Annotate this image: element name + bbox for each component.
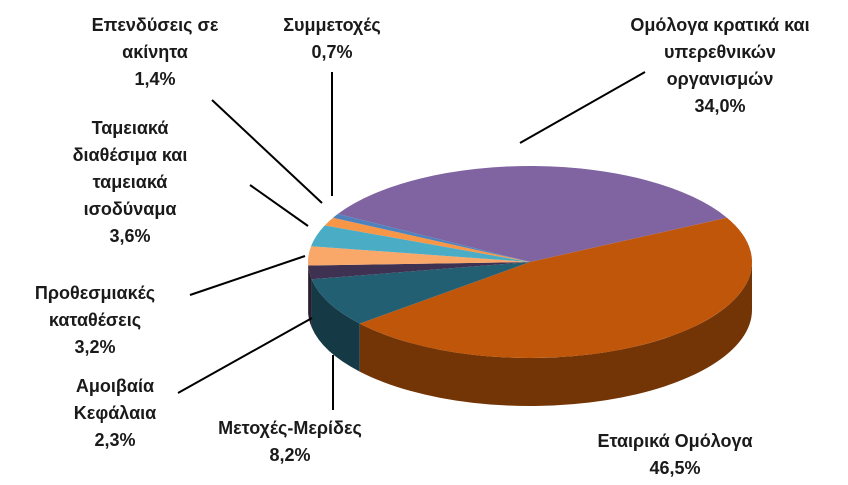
slice: [333, 214, 530, 262]
data-label: Ταμειακά διαθέσιμα και ταμειακά ισοδύναμ…: [48, 115, 213, 250]
value-label: 2,3%: [94, 430, 136, 450]
value-label: 34,0%: [694, 96, 746, 116]
leader-line: [211, 99, 323, 204]
data-label: Αμοιβαία Κεφάλαια 2,3%: [55, 373, 175, 454]
slice: [308, 246, 530, 266]
data-label: Επενδύσεις σε ακίνητα 1,4%: [80, 12, 230, 93]
leader-line: [249, 184, 309, 227]
data-label: Εταιρικά Ομόλογα 46,5%: [565, 428, 785, 482]
slice: [311, 225, 530, 262]
data-label: Μετοχές-Μερίδες 8,2%: [190, 415, 390, 469]
data-label: Ομόλογα κρατικά και υπερεθνικών οργανισμ…: [628, 12, 813, 120]
data-label: Συμμετοχές 0,7%: [257, 12, 407, 66]
slice-side: [308, 265, 312, 328]
slice: [308, 262, 530, 280]
leader-line: [177, 317, 313, 394]
category-label: Ομόλογα κρατικά και υπερεθνικών οργανισμ…: [630, 15, 810, 89]
leader-line: [519, 71, 646, 144]
category-label: Αμοιβαία Κεφάλαια: [73, 376, 157, 423]
slice: [359, 217, 752, 358]
slice: [324, 217, 530, 262]
category-label: Επενδύσεις σε ακίνητα: [91, 15, 219, 62]
slice: [337, 166, 727, 262]
category-label: Ταμειακά διαθέσιμα και ταμειακά ισοδύναμ…: [72, 118, 188, 219]
slice-side: [311, 279, 360, 372]
category-label: Μετοχές-Μερίδες: [218, 418, 362, 438]
category-label: Εταιρικά Ομόλογα: [597, 431, 753, 451]
value-label: 0,7%: [311, 42, 353, 62]
slice: [311, 262, 530, 324]
value-label: 46,5%: [649, 458, 701, 478]
data-label: Προθεσμιακές καταθέσεις 3,2%: [15, 280, 175, 361]
value-label: 3,6%: [109, 226, 151, 246]
category-label: Συμμετοχές: [283, 15, 381, 35]
value-label: 8,2%: [269, 445, 311, 465]
leader-line: [189, 255, 306, 296]
slice-side: [359, 262, 752, 406]
value-label: 1,4%: [134, 69, 176, 89]
category-label: Προθεσμιακές καταθέσεις: [34, 283, 156, 330]
value-label: 3,2%: [74, 337, 116, 357]
